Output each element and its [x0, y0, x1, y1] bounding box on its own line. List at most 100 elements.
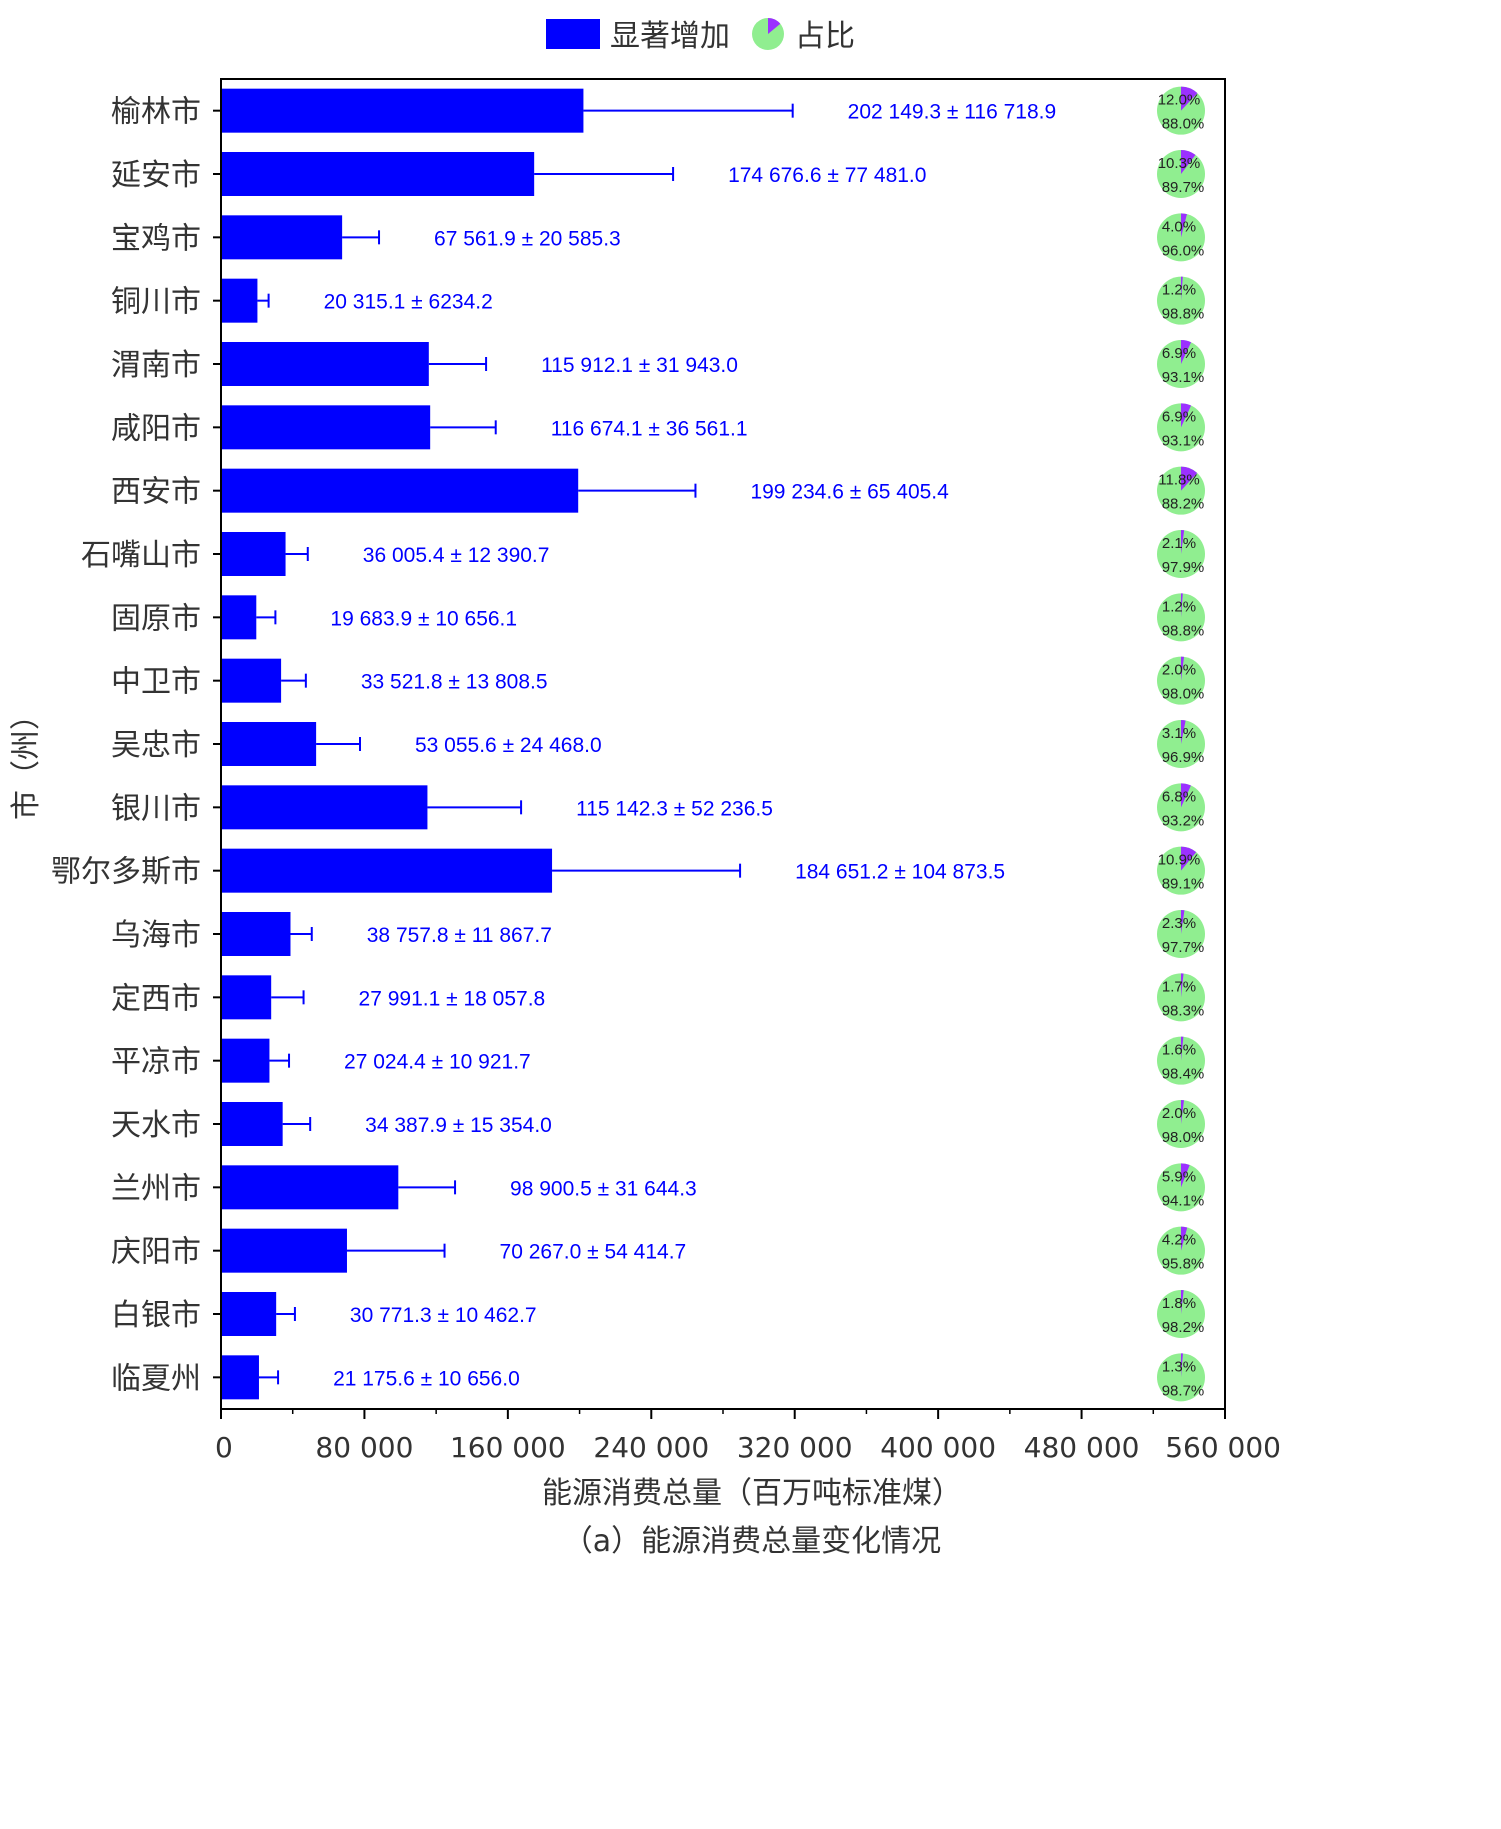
share-pie-share-slice — [1181, 213, 1187, 238]
legend-bar-swatch — [546, 19, 600, 49]
value-label: 33 521.8 ± 13 808.5 — [361, 671, 548, 694]
category-label: 乌海市 — [111, 918, 201, 953]
share-pie — [1157, 656, 1205, 705]
category-label: 平凉市 — [111, 1045, 201, 1080]
share-pie — [1157, 1163, 1205, 1212]
rest-pct-label: 89.1% — [1162, 876, 1205, 893]
value-label: 67 561.9 ± 20 585.3 — [434, 227, 621, 250]
category-label: 延安市 — [111, 158, 201, 193]
bar — [222, 88, 584, 133]
rest-pct-label: 96.9% — [1162, 749, 1205, 766]
x-tick-label: 560 000 — [1165, 1431, 1281, 1464]
value-label: 21 175.6 ± 10 656.0 — [333, 1367, 520, 1390]
bar — [222, 848, 553, 893]
share-pct-label: 6.9% — [1162, 345, 1196, 362]
value-label: 34 387.9 ± 15 354.0 — [365, 1114, 552, 1137]
share-pie-share-slice — [1181, 150, 1196, 174]
share-pct-label: 3.1% — [1162, 725, 1196, 742]
share-pie — [1157, 973, 1205, 1022]
bar — [222, 722, 317, 766]
share-pie-share-slice — [1181, 720, 1186, 744]
value-label: 38 757.8 ± 11 867.7 — [367, 924, 552, 947]
rest-pct-label: 93.1% — [1162, 369, 1205, 386]
x-axis-title: 能源消费总量（百万吨标准煤） — [542, 1476, 962, 1511]
value-label: 199 234.6 ± 65 405.4 — [750, 481, 949, 504]
rest-pct-label: 98.3% — [1162, 1002, 1205, 1019]
value-label: 19 683.9 ± 10 656.1 — [330, 607, 517, 630]
value-label: 27 991.1 ± 18 057.8 — [359, 987, 546, 1010]
x-tick-label: 0 — [215, 1431, 233, 1464]
bar — [222, 342, 429, 386]
rest-pct-label: 98.7% — [1162, 1382, 1205, 1399]
value-label: 115 912.1 ± 31 943.0 — [541, 354, 738, 377]
share-pie-share-slice — [1181, 340, 1192, 364]
rest-pct-label: 88.0% — [1162, 116, 1205, 133]
share-pct-label: 1.2% — [1162, 282, 1196, 299]
share-pie-share-slice — [1181, 846, 1197, 871]
pies-layer: 12.0% 88.0% 10.3% 89.7% 4.0% 96.0% 1.2% 98.8% 6.… — [1157, 86, 1205, 1402]
share-pie — [1157, 910, 1205, 958]
legend-pie-share-slice — [768, 18, 781, 34]
share-pie-share-slice — [1181, 783, 1191, 808]
energy-consumption-chart: 显著增加 占比 202 149.3 ± 116 718.9 174 676.6 ±… — [9, 18, 1281, 1559]
bar — [222, 1228, 347, 1273]
rest-pct-label: 98.8% — [1162, 306, 1205, 323]
error-bars-layer — [256, 103, 794, 1385]
bars-layer — [222, 88, 584, 1400]
share-pie — [1157, 403, 1205, 452]
share-pie-share-slice — [1181, 466, 1198, 491]
share-pie — [1157, 593, 1205, 642]
share-pie — [1157, 846, 1205, 895]
share-pie-share-slice — [1181, 910, 1185, 934]
share-pie — [1157, 530, 1205, 578]
value-label: 27 024.4 ± 10 921.7 — [344, 1051, 531, 1074]
category-label: 榆林市 — [111, 95, 201, 130]
share-pie-share-slice — [1181, 403, 1192, 428]
share-pct-label: 1.2% — [1162, 598, 1196, 615]
value-label: 202 149.3 ± 116 718.9 — [848, 101, 1056, 124]
value-label: 115 142.3 ± 52 236.5 — [576, 797, 773, 820]
bar — [222, 405, 431, 450]
share-pie — [1157, 720, 1205, 768]
share-pct-label: 10.3% — [1158, 155, 1201, 172]
bar — [222, 1038, 270, 1083]
category-label: 天水市 — [111, 1108, 201, 1143]
category-label: 鄂尔多斯市 — [51, 855, 201, 890]
category-label: 白银市 — [111, 1298, 201, 1333]
value-label: 70 267.0 ± 54 414.7 — [500, 1241, 687, 1264]
category-label: 庆阳市 — [111, 1235, 201, 1270]
rest-pct-label: 93.1% — [1162, 432, 1205, 449]
share-pct-label: 2.1% — [1162, 535, 1196, 552]
share-pct-label: 10.9% — [1158, 852, 1201, 869]
x-tick-label: 160 000 — [450, 1431, 566, 1464]
bar — [222, 595, 257, 640]
share-pct-label: 1.6% — [1162, 1042, 1196, 1059]
value-label: 36 005.4 ± 12 390.7 — [363, 544, 550, 567]
category-label: 定西市 — [111, 981, 201, 1016]
share-pie — [1157, 340, 1205, 388]
rest-pct-label: 89.7% — [1162, 179, 1205, 196]
share-pie-share-slice — [1181, 1226, 1188, 1251]
bar — [222, 215, 343, 260]
share-pie — [1157, 466, 1205, 515]
value-label: 174 676.6 ± 77 481.0 — [728, 164, 926, 187]
category-label: 宝鸡市 — [111, 221, 201, 256]
bar — [222, 152, 535, 196]
bar — [222, 785, 428, 830]
category-label: 固原市 — [111, 601, 201, 636]
legend-pie-icon — [752, 18, 784, 50]
rest-pct-label: 96.0% — [1162, 242, 1205, 259]
share-pie-share-slice — [1181, 973, 1184, 998]
share-pct-label: 4.0% — [1162, 218, 1196, 235]
legend-pie-label: 占比 — [795, 19, 855, 54]
bar — [222, 912, 291, 956]
x-axis: 0 80 000 160 000 240 000 320 000 400 000 480 0… — [215, 1409, 1281, 1464]
value-label: 116 674.1 ± 36 561.1 — [551, 417, 748, 440]
rest-pct-label: 97.7% — [1162, 939, 1205, 956]
share-pct-label: 12.0% — [1158, 92, 1201, 109]
x-tick-label: 240 000 — [593, 1431, 709, 1464]
category-label: 吴忠市 — [111, 728, 201, 763]
share-pie-share-slice — [1181, 593, 1183, 618]
category-labels-layer: 榆林市延安市宝鸡市铜川市渭南市咸阳市西安市石嘴山市固原市中卫市吴忠市银川市鄂尔多… — [51, 95, 221, 1396]
share-pct-label: 6.8% — [1162, 788, 1196, 805]
